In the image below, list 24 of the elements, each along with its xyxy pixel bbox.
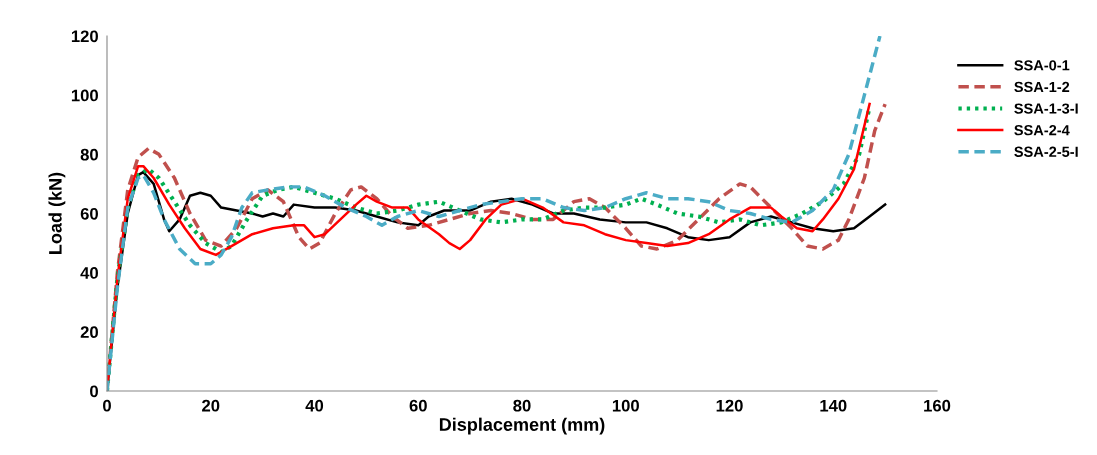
x-axis-title: Displacement (mm)	[439, 417, 605, 435]
line-series	[107, 36, 882, 391]
y-tick-label: 100	[71, 89, 98, 102]
x-tick-label: 80	[513, 399, 531, 412]
x-tick-label: 140	[820, 399, 847, 412]
x-tick-label: 160	[924, 399, 951, 412]
y-tick-label: 80	[80, 148, 98, 161]
legend-label: SSA-1-3-I	[1014, 103, 1078, 114]
y-tick-label: 20	[80, 326, 98, 339]
x-tick-label: 120	[716, 399, 743, 412]
x-tick-label: 60	[409, 399, 427, 412]
y-tick-label: 120	[71, 30, 98, 43]
x-tick-label: 20	[202, 399, 220, 412]
y-tick-label: 40	[80, 267, 98, 279]
y-tick-label: 60	[80, 207, 98, 220]
legend-label: SSA-2-5-I	[1014, 146, 1078, 157]
x-tick-label: 0	[103, 399, 111, 412]
x-tick-label: 100	[612, 399, 639, 412]
y-tick-label: 0	[90, 385, 98, 398]
legend-label: SSA-1-2	[1014, 81, 1070, 93]
legend-label: SSA-2-4	[1014, 125, 1070, 136]
x-tick-label: 40	[305, 399, 324, 412]
y-axis-title: Load (kN)	[48, 172, 66, 254]
legend-label: SSA-0-1	[1014, 60, 1070, 71]
